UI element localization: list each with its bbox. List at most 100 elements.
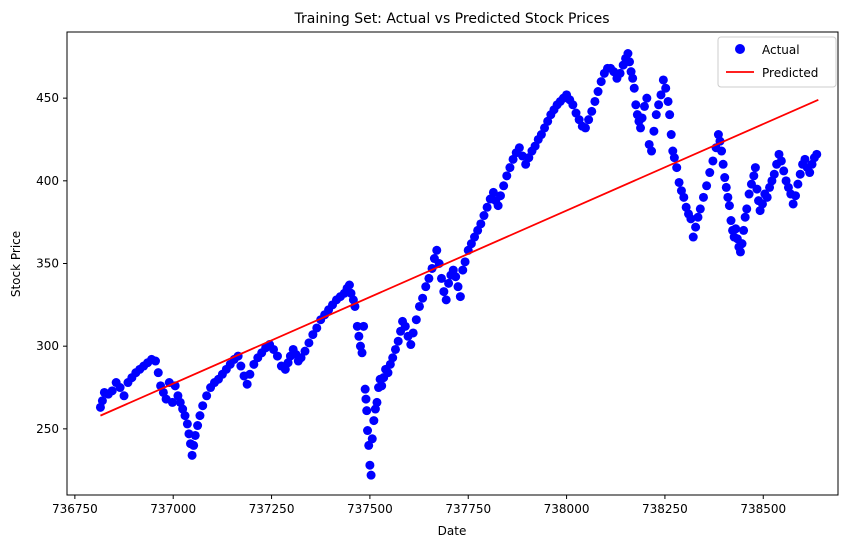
actual-point: [740, 212, 750, 222]
actual-point: [393, 336, 403, 346]
y-tick-label: 450: [36, 91, 59, 105]
actual-point: [249, 359, 259, 369]
plot-area: [95, 48, 822, 480]
y-axis-title: Stock Price: [9, 231, 23, 297]
actual-point: [737, 239, 747, 249]
actual-point: [649, 126, 659, 136]
x-axis-title: Date: [438, 524, 467, 538]
actual-point: [388, 353, 398, 363]
actual-point: [195, 411, 205, 421]
actual-point: [493, 201, 503, 211]
actual-point: [698, 192, 708, 202]
actual-point: [691, 222, 701, 232]
actual-point: [312, 323, 322, 333]
actual-point: [372, 397, 382, 407]
actual-point: [615, 68, 625, 78]
actual-point: [723, 192, 733, 202]
actual-point: [460, 257, 470, 267]
actual-point: [414, 301, 424, 311]
actual-point: [629, 83, 639, 93]
actual-point: [580, 123, 590, 133]
x-tick-label: 737500: [347, 502, 393, 516]
actual-point: [769, 169, 779, 179]
actual-point: [663, 96, 673, 106]
actual-point: [795, 169, 805, 179]
actual-point: [344, 280, 354, 290]
x-tick-label: 737250: [249, 502, 295, 516]
actual-point: [187, 450, 197, 460]
y-tick-label: 300: [36, 339, 59, 353]
actual-point: [739, 225, 749, 235]
actual-point: [153, 368, 163, 378]
actual-point: [97, 396, 107, 406]
actual-point: [661, 83, 671, 93]
actual-point: [190, 430, 200, 440]
actual-point: [193, 421, 203, 431]
actual-point: [418, 293, 428, 303]
actual-point: [119, 391, 129, 401]
actual-point: [750, 163, 760, 173]
actual-point: [514, 143, 524, 153]
actual-point: [788, 199, 798, 209]
actual-point: [596, 77, 606, 87]
actual-point: [408, 328, 418, 338]
actual-point: [721, 182, 731, 192]
actual-point: [390, 344, 400, 354]
actual-point: [272, 351, 282, 361]
actual-point: [623, 48, 633, 58]
actual-point: [245, 369, 255, 379]
actual-point: [791, 191, 801, 201]
actual-point: [444, 278, 454, 288]
actual-point: [705, 168, 715, 178]
x-tick-label: 738000: [544, 502, 590, 516]
x-tick-label: 737000: [150, 502, 196, 516]
actual-point: [584, 115, 594, 125]
actual-point: [744, 189, 754, 199]
legend: Actual Predicted: [717, 36, 837, 88]
actual-point: [366, 470, 376, 480]
actual-point: [107, 386, 117, 396]
actual-point: [720, 173, 730, 183]
actual-point: [300, 346, 310, 356]
actual-point: [656, 90, 666, 100]
actual-point: [642, 93, 652, 103]
actual-point: [198, 401, 208, 411]
actual-point: [482, 202, 492, 212]
actual-point: [742, 204, 752, 214]
actual-point: [363, 426, 373, 436]
actual-point: [296, 353, 306, 363]
actual-point: [424, 273, 434, 283]
actual-point: [800, 154, 810, 164]
actual-point: [695, 204, 705, 214]
x-tick-label: 736750: [52, 502, 98, 516]
actual-point: [432, 245, 442, 255]
actual-point: [308, 330, 318, 340]
predicted-line: [100, 98, 819, 417]
actual-point: [361, 394, 371, 404]
actual-point: [441, 295, 451, 305]
actual-point: [360, 384, 370, 394]
actual-point: [364, 440, 374, 450]
actual-point: [369, 416, 379, 426]
actual-point: [639, 101, 649, 111]
actual-point: [458, 265, 468, 275]
legend-marker-actual: [735, 44, 745, 54]
actual-point: [354, 331, 364, 341]
actual-point: [812, 149, 822, 159]
actual-point: [654, 100, 664, 110]
actual-point: [631, 100, 641, 110]
actual-point: [439, 287, 449, 297]
actual-point: [167, 397, 177, 407]
actual-point: [304, 338, 314, 348]
actual-point: [793, 179, 803, 189]
actual-point: [708, 156, 718, 166]
actual-point: [451, 272, 461, 282]
actual-point: [476, 219, 486, 229]
actual-point: [411, 315, 421, 325]
actual-point: [665, 110, 675, 120]
actual-point: [693, 212, 703, 222]
actual-point: [502, 171, 512, 181]
actual-point: [400, 321, 410, 331]
actual-point: [628, 73, 638, 83]
